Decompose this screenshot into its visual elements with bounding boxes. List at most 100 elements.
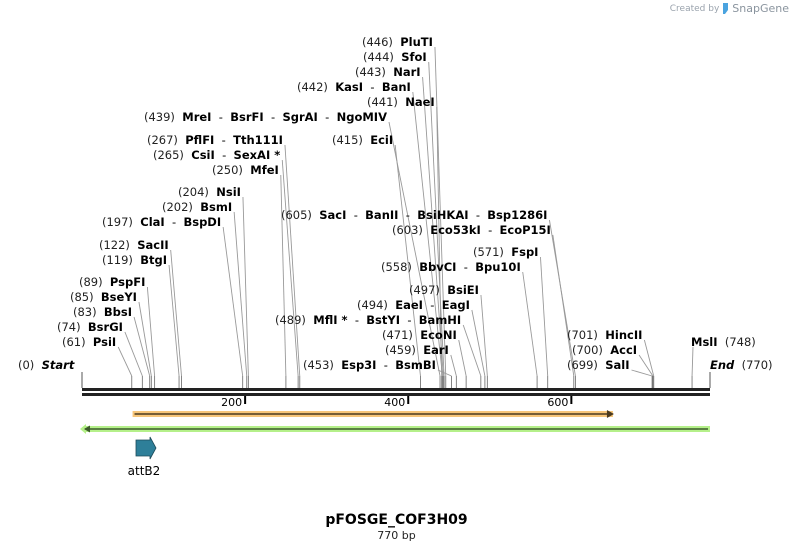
- site-label-hincii[interactable]: (701) HincII: [567, 328, 642, 342]
- site-label-btgi[interactable]: (119) BtgI: [102, 253, 167, 267]
- site-position: (89): [79, 275, 103, 289]
- site-label-bbvci[interactable]: (558) BbvCI - Bpu10I: [381, 260, 521, 274]
- site-position: (571): [473, 245, 504, 259]
- site-label-naei[interactable]: (441) NaeI: [367, 95, 435, 109]
- site-label-sfoi[interactable]: (444) SfoI: [363, 50, 427, 64]
- enzyme-name: EcoNI: [420, 328, 457, 342]
- tick-label: 200: [221, 396, 242, 409]
- site-label-fspi[interactable]: (571) FspI: [473, 245, 538, 259]
- site-position: (83): [73, 305, 97, 319]
- site-position: (605): [281, 208, 312, 222]
- site-label-mrei[interactable]: (439) MreI - BsrFI - SgrAI - NgoMIV: [144, 110, 387, 124]
- enzyme-name: AccI: [610, 343, 638, 357]
- separator: -: [468, 208, 488, 222]
- enzyme-name: BbvCI: [419, 260, 457, 274]
- site-label-mfei[interactable]: (250) MfeI: [212, 163, 279, 177]
- site-label-csii[interactable]: (265) CsiI - SexAI *: [153, 148, 280, 162]
- enzyme-name: HincII: [605, 328, 643, 342]
- site-position: (85): [70, 290, 94, 304]
- enzyme-name: BsmI: [200, 200, 233, 214]
- snapgene-logo-icon: [723, 3, 729, 14]
- tick-label: 400: [384, 396, 405, 409]
- enzyme-name: EagI: [441, 298, 470, 312]
- site-label-nsii[interactable]: (204) NsiI: [178, 185, 241, 199]
- site-position: (446): [362, 35, 393, 49]
- separator: -: [211, 110, 231, 124]
- end-label[interactable]: End (770): [710, 358, 773, 372]
- enzyme-name: BsrFI: [230, 110, 264, 124]
- site-position: (453): [303, 358, 334, 372]
- enzyme-name: PspFI: [109, 275, 146, 289]
- site-position: (122): [99, 238, 130, 252]
- site-label-clai[interactable]: (197) ClaI - BspDI: [102, 215, 221, 229]
- site-label-psii[interactable]: (61) PsiI: [62, 335, 116, 349]
- site-label-bsmi[interactable]: (202) BsmI: [162, 200, 232, 214]
- enzyme-name: MflI *: [313, 313, 348, 327]
- enzyme-name: SacI: [319, 208, 347, 222]
- site-label-econi[interactable]: (471) EcoNI: [382, 328, 457, 342]
- start-label[interactable]: (0) Start: [18, 358, 74, 372]
- site-position: (489): [275, 313, 306, 327]
- site-label-bseyi[interactable]: (85) BseYI: [70, 290, 137, 304]
- enzyme-name: MslI: [691, 335, 718, 349]
- enzyme-name: PluTI: [400, 35, 433, 49]
- site-label-ecii[interactable]: (415) EciI: [332, 133, 393, 147]
- site-position: (497): [409, 283, 440, 297]
- sequence-backbone: [82, 388, 710, 396]
- site-label-msli[interactable]: MslI (748): [691, 335, 756, 349]
- enzyme-name: NarI: [393, 65, 421, 79]
- site-label-pflfi[interactable]: (267) PflFI - Tth111I: [147, 133, 283, 147]
- enzyme-name: ClaI: [140, 215, 165, 229]
- site-label-nari[interactable]: (443) NarI: [355, 65, 421, 79]
- enzyme-name: BbsI: [103, 305, 133, 319]
- enzyme-name: Tth111I: [233, 133, 283, 147]
- site-position: (770): [741, 358, 773, 372]
- site-position: (444): [363, 50, 394, 64]
- credit-brand: SnapGene: [732, 2, 789, 15]
- enzyme-name: PsiI: [92, 335, 117, 349]
- site-label-sacii[interactable]: (122) SacII: [99, 238, 169, 252]
- enzyme-name: BanII: [365, 208, 399, 222]
- site-label-sali[interactable]: (699) SalI: [567, 358, 630, 372]
- enzyme-name: BamHI: [418, 313, 462, 327]
- enzyme-name: End: [710, 358, 735, 372]
- enzyme-name: MfeI: [250, 163, 279, 177]
- enzyme-name: EarI: [423, 343, 449, 357]
- enzyme-name: BsiEI: [447, 283, 479, 297]
- enzyme-name: PflFI: [185, 133, 215, 147]
- site-label-bsrgi[interactable]: (74) BsrGI: [57, 320, 123, 334]
- enzyme-name: EciI: [370, 133, 394, 147]
- separator: -: [400, 313, 419, 327]
- site-position: (74): [57, 320, 81, 334]
- site-position: (701): [567, 328, 598, 342]
- feature-label-attb2: attB2: [128, 464, 161, 478]
- site-label-eco53ki[interactable]: (603) Eco53kI - EcoP15I: [392, 223, 551, 237]
- enzyme-name: EaeI: [395, 298, 423, 312]
- site-label-kasi[interactable]: (442) KasI - BanI: [297, 80, 411, 94]
- site-label-acci[interactable]: (700) AccI: [572, 343, 637, 357]
- feature-attb2-arrow[interactable]: [135, 436, 157, 460]
- site-label-bbsi[interactable]: (83) BbsI: [73, 305, 132, 319]
- site-label-pluti[interactable]: (446) PluTI: [362, 35, 433, 49]
- site-label-esp3i[interactable]: (453) Esp3I - BsmBI: [303, 358, 436, 372]
- site-label-eari[interactable]: (459) EarI: [385, 343, 449, 357]
- enzyme-name: MreI: [182, 110, 212, 124]
- site-label-mfli[interactable]: (489) MflI * - BstYI - BamHI: [275, 313, 461, 327]
- site-position: (202): [162, 200, 193, 214]
- site-label-eaei[interactable]: (494) EaeI - EagI: [357, 298, 470, 312]
- enzyme-name: SgrAI: [282, 110, 318, 124]
- site-position: (471): [382, 328, 413, 342]
- site-label-bsiei[interactable]: (497) BsiEI: [409, 283, 479, 297]
- site-position: (494): [357, 298, 388, 312]
- site-position: (558): [381, 260, 412, 274]
- site-position: (267): [147, 133, 178, 147]
- site-label-saci[interactable]: (605) SacI - BanII - BsiHKAI - Bsp1286I: [281, 208, 547, 222]
- site-position: (119): [102, 253, 133, 267]
- snapgene-credit: Created by SnapGene: [670, 2, 789, 15]
- enzyme-name: Eco53kI: [430, 223, 481, 237]
- site-label-pspfi[interactable]: (89) PspFI: [79, 275, 145, 289]
- enzyme-name: KasI: [335, 80, 364, 94]
- site-position: (265): [153, 148, 184, 162]
- enzyme-name: NgoMIV: [336, 110, 387, 124]
- separator: -: [317, 110, 337, 124]
